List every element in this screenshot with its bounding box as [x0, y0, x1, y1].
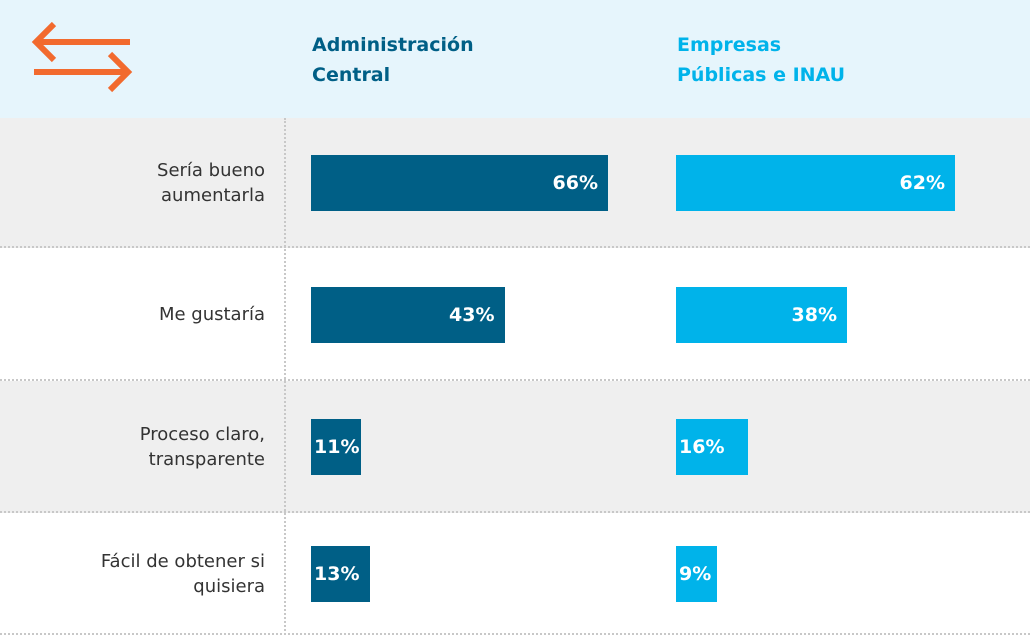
value-label: 13% [314, 563, 360, 585]
category-text: Me gustaría [158, 304, 265, 325]
row-background [0, 248, 1030, 381]
category-text: Fácil de obtener si quisiera [100, 551, 265, 597]
category-label: Sería bueno aumentarla [85, 118, 265, 248]
category-text: Sería bueno aumentarla [157, 160, 265, 206]
bar [311, 286, 505, 343]
bar [311, 155, 608, 211]
category-text: Proceso claro, transparente [139, 424, 265, 470]
bar [676, 546, 717, 602]
row-background [0, 381, 1030, 513]
bar [311, 419, 361, 475]
category-label: Proceso claro, transparente [85, 381, 265, 513]
divider [284, 118, 286, 635]
bar [676, 419, 748, 475]
value-label: 38% [791, 303, 837, 326]
category-label: Me gustaría [85, 248, 265, 381]
bar [311, 546, 370, 602]
value-label: 9% [679, 563, 712, 585]
value-label: 11% [314, 436, 360, 458]
bar [676, 155, 955, 211]
value-label: 43% [449, 303, 495, 326]
swap-icon [31, 22, 133, 93]
header: Administración Central Empresas Públicas… [0, 0, 1030, 118]
value-label: 16% [679, 436, 725, 458]
bar [676, 286, 847, 343]
category-label: Fácil de obtener si quisiera [85, 513, 265, 635]
value-label: 66% [552, 172, 598, 194]
series-header: Administración Central [312, 34, 474, 86]
value-label: 62% [899, 172, 945, 194]
series-header: Empresas Públicas e INAU [677, 34, 846, 86]
row-background [0, 513, 1030, 635]
